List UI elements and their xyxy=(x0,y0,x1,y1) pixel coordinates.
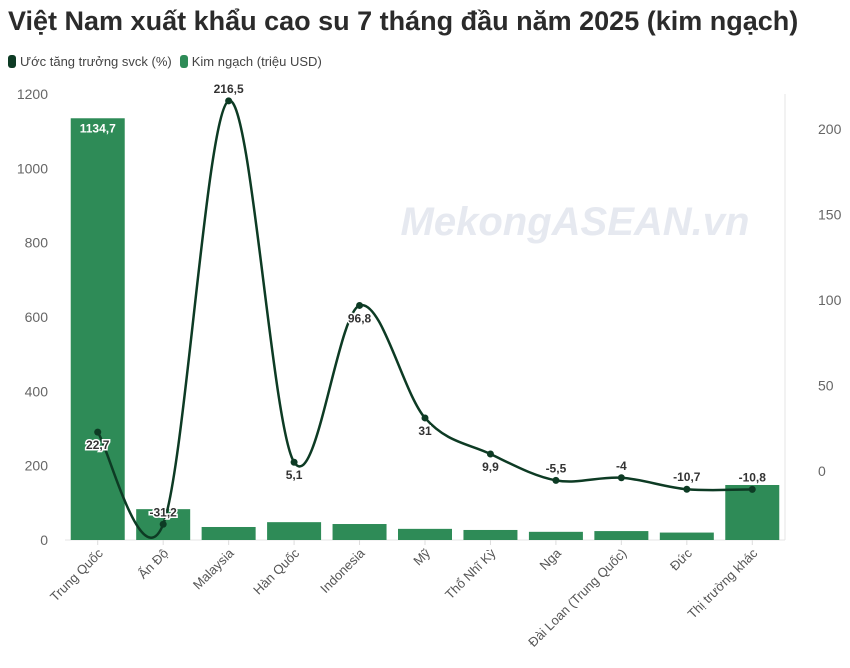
legend-item-value[interactable]: Kim ngạch (triệu USD) xyxy=(179,54,322,69)
growth-point xyxy=(225,97,233,105)
growth-point xyxy=(486,450,494,458)
left-axis-tick: 800 xyxy=(25,235,49,251)
bar xyxy=(398,528,452,540)
x-axis-label: Thị trường khác xyxy=(684,545,760,621)
x-axis-label: Hàn Quốc xyxy=(250,545,302,597)
bar-label: 1134,7 xyxy=(80,121,116,135)
growth-label: -31,2 xyxy=(150,505,178,519)
x-axis-label: Indonesia xyxy=(317,545,368,596)
growth-line xyxy=(96,99,753,539)
x-axis-label: Malaysia xyxy=(190,545,237,592)
legend-swatch-value xyxy=(179,55,188,68)
bar xyxy=(267,522,322,540)
bar xyxy=(463,529,518,540)
right-axis-tick: 50 xyxy=(818,377,834,393)
x-axis-label: Đức xyxy=(667,545,695,573)
growth-point xyxy=(290,458,298,466)
growth-label: -4 xyxy=(616,459,627,473)
bar xyxy=(659,532,714,540)
left-axis-tick: 600 xyxy=(25,309,49,325)
growth-label: -10,8 xyxy=(739,470,767,484)
left-axis-tick: 200 xyxy=(25,458,49,474)
bar xyxy=(332,524,387,540)
growth-label: 5,1 xyxy=(286,468,303,482)
growth-label: 31 xyxy=(418,424,432,438)
bar xyxy=(594,531,649,540)
legend-label-growth: Ước tăng trưởng svck (%) xyxy=(20,54,172,69)
left-axis-tick: 1200 xyxy=(17,86,48,102)
growth-label: 22,7 xyxy=(86,438,110,452)
growth-point xyxy=(748,485,756,493)
legend: Ước tăng trưởng svck (%) Kim ngạch (triệ… xyxy=(8,54,322,69)
growth-point xyxy=(421,414,429,422)
bar xyxy=(725,484,780,540)
growth-label: -10,7 xyxy=(673,470,701,484)
x-axis-label: Mỹ xyxy=(410,545,433,568)
right-axis-tick: 100 xyxy=(818,292,842,308)
left-axis-tick: 1000 xyxy=(17,160,48,176)
bar xyxy=(70,118,125,540)
left-axis-tick: 400 xyxy=(25,383,49,399)
growth-point xyxy=(356,301,364,309)
right-axis-tick: 200 xyxy=(818,121,842,137)
bar xyxy=(528,531,583,540)
growth-point xyxy=(617,474,625,482)
growth-point xyxy=(552,476,560,484)
x-axis-label: Trung Quốc xyxy=(47,545,106,604)
right-axis-tick: 0 xyxy=(818,463,826,479)
growth-label: 9,9 xyxy=(482,460,499,474)
growth-point xyxy=(159,520,167,528)
left-axis-tick: 0 xyxy=(40,532,48,548)
right-axis-tick: 150 xyxy=(818,207,842,223)
legend-swatch-growth xyxy=(8,55,16,68)
bar xyxy=(201,526,256,540)
growth-label: 96,8 xyxy=(348,311,372,325)
legend-label-value: Kim ngạch (triệu USD) xyxy=(191,54,322,69)
legend-item-growth[interactable]: Ước tăng trưởng svck (%) xyxy=(8,54,172,69)
x-axis-label: Thổ Nhĩ Kỳ xyxy=(442,545,499,602)
growth-label: -5,5 xyxy=(546,461,567,475)
growth-point xyxy=(683,485,691,493)
x-axis-label: Nga xyxy=(537,545,565,573)
watermark: MekongASEAN.vn xyxy=(401,200,750,244)
growth-point xyxy=(94,428,102,436)
chart-title: Việt Nam xuất khẩu cao su 7 tháng đầu nă… xyxy=(8,6,799,36)
growth-label: 216,5 xyxy=(214,82,244,96)
x-axis-label: Ấn Độ xyxy=(135,546,171,582)
